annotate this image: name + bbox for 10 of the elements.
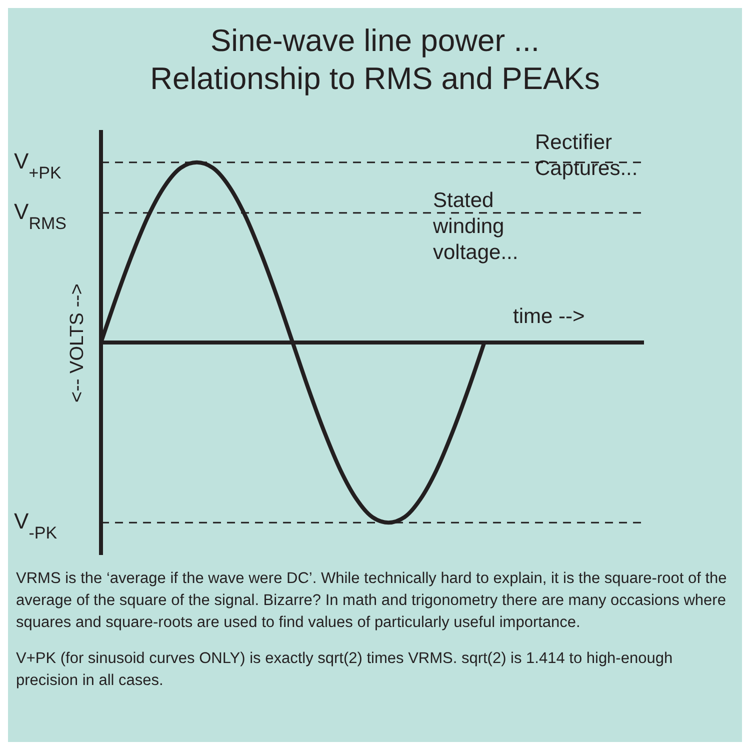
text: V+PK (for sinusoid curves ONLY) is exactly sqrt(2) times VRMS. sqrt(2) is 1.414 to high-enough precision in all cases. bbox=[16, 649, 674, 691]
y-axis-title: <-- VOLTS --> bbox=[67, 283, 89, 402]
ref-line-label: V$_{+PK}$ bbox=[14, 148, 62, 182]
ref-line-label: V$_{-PK}$ bbox=[14, 508, 58, 542]
ref-line-label: V$_{RMS}$ bbox=[14, 198, 66, 232]
x-axis-title: time --> bbox=[513, 304, 585, 328]
text: VRMS is the ‘average if the wave were DC’. While technically hard to explain, it is the square-root of the average of the square of the signal. Bizarre? In math and trigonometry there are many occasions where squares and square-roots are used to find values of particularly useful importance. bbox=[16, 569, 728, 633]
annotation: Rectifier Captures... bbox=[535, 130, 639, 182]
annotation: Stated winding voltage... bbox=[433, 188, 520, 266]
chart-title: Sine-wave line power ... Relationship to RMS and PEAKs bbox=[149, 22, 601, 98]
